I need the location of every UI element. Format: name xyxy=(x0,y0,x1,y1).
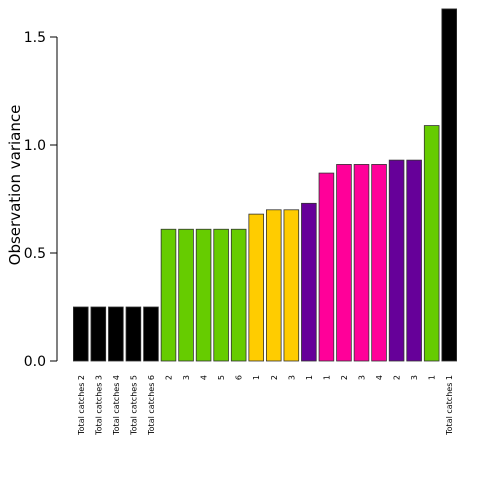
y-axis: 0.0 0.5 1.0 1.5 xyxy=(24,30,58,370)
bar xyxy=(406,159,422,362)
y-tick-label: 0.0 xyxy=(24,354,46,370)
y-tick-label: 1.5 xyxy=(24,30,46,46)
bar xyxy=(353,164,370,362)
x-category-label: 4 xyxy=(200,375,209,380)
bar xyxy=(230,228,247,362)
bar xyxy=(265,209,282,362)
bars-group xyxy=(73,8,457,362)
bar xyxy=(73,306,89,362)
bar xyxy=(283,209,300,362)
bar xyxy=(213,228,229,362)
bar xyxy=(301,202,317,362)
bar xyxy=(178,228,194,362)
y-axis-title: Observation variance xyxy=(6,105,24,266)
x-category-label: Total catches 6 xyxy=(147,375,156,436)
x-category-label: Total catches 5 xyxy=(129,375,138,436)
x-category-label: 1 xyxy=(428,375,437,380)
bar xyxy=(160,228,177,362)
x-category-label: 2 xyxy=(393,375,402,380)
x-category-label: Total catches 1 xyxy=(445,375,454,436)
x-category-label: 3 xyxy=(410,375,419,380)
bar xyxy=(441,8,457,362)
bar xyxy=(143,306,159,362)
bar xyxy=(423,125,440,362)
x-category-label: 1 xyxy=(305,375,314,380)
x-category-label: 3 xyxy=(182,375,191,380)
x-category-label: Total catches 3 xyxy=(94,375,103,436)
bar xyxy=(388,159,405,362)
x-category-label: 1 xyxy=(252,375,261,380)
bar xyxy=(318,172,335,362)
x-axis-labels: Total catches 2 Total catches 3 Total catc… xyxy=(77,375,454,436)
x-category-label: 1 xyxy=(322,375,331,380)
bar xyxy=(336,164,352,362)
x-category-label: 5 xyxy=(217,375,226,380)
bar xyxy=(248,213,265,362)
x-category-label: 2 xyxy=(340,375,349,380)
x-category-label: Total catches 2 xyxy=(77,375,86,436)
x-category-label: 4 xyxy=(375,375,384,380)
x-category-label: Total catches 4 xyxy=(112,375,121,436)
bar xyxy=(125,306,142,362)
bar xyxy=(108,306,124,362)
x-category-label: 3 xyxy=(287,375,296,380)
x-category-label: 2 xyxy=(270,375,279,380)
y-tick-label: 0.5 xyxy=(24,246,46,262)
x-category-label: 2 xyxy=(165,375,174,380)
bar xyxy=(371,164,387,362)
y-tick-label: 1.0 xyxy=(24,138,46,154)
x-category-label: 6 xyxy=(235,375,244,380)
bar xyxy=(195,228,212,362)
x-category-label: 3 xyxy=(358,375,367,380)
bar xyxy=(90,306,107,362)
